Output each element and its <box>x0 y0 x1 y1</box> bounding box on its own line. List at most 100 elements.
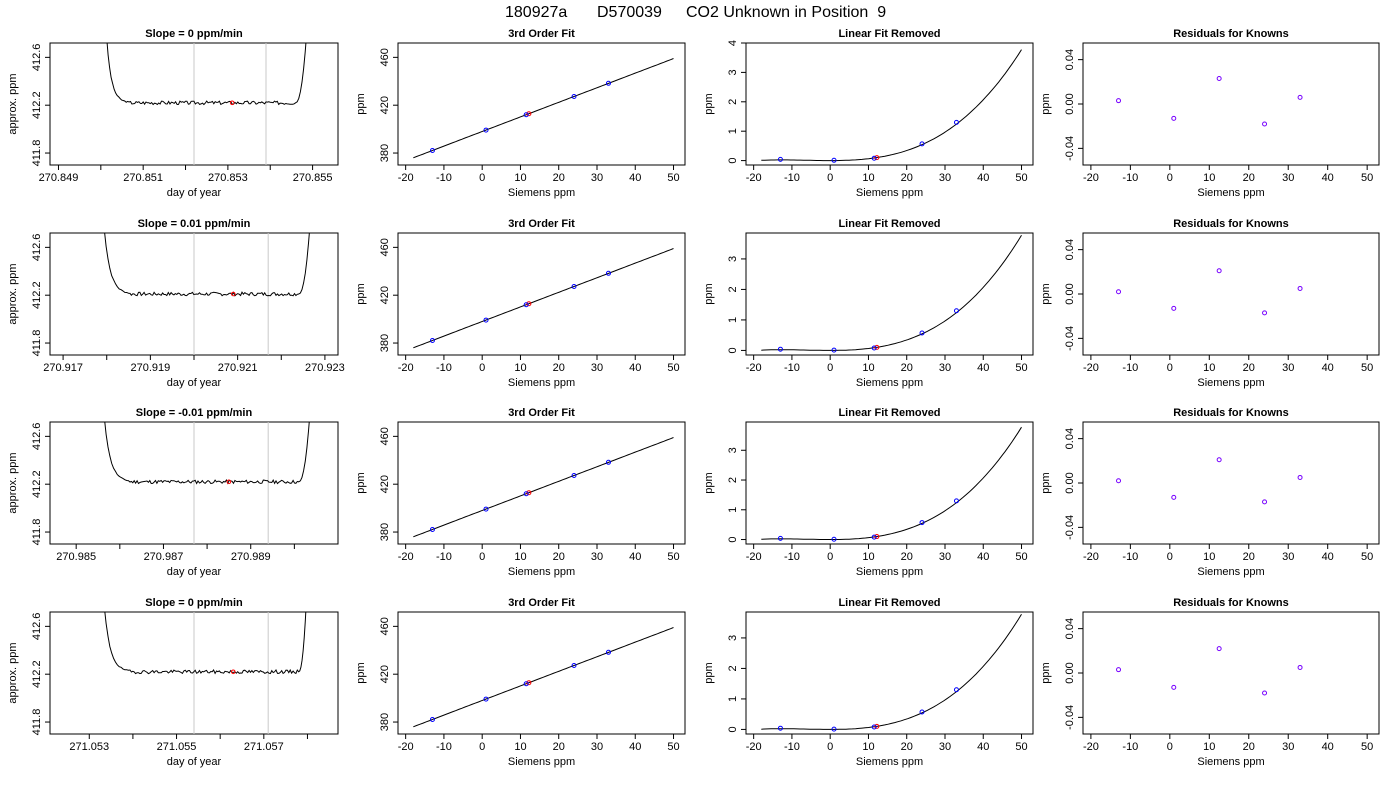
y-tick-label: 412.6 <box>31 423 43 451</box>
standard-point <box>605 270 611 276</box>
unknown-point <box>874 344 880 350</box>
x-tick-label: -20 <box>746 741 762 753</box>
y-axis-label: ppm <box>1040 93 1052 114</box>
x-tick-label: 20 <box>901 362 913 374</box>
panel-title: 3rd Order Fit <box>508 28 575 40</box>
unknown-point <box>526 490 532 496</box>
x-tick-label: -10 <box>784 741 800 753</box>
x-axis-label: Siemens ppm <box>856 187 923 199</box>
plot-area <box>761 614 1022 732</box>
x-tick-label: 30 <box>1282 741 1294 753</box>
y-tick-label: 0 <box>727 158 739 164</box>
x-axis-label: Siemens ppm <box>856 566 923 578</box>
x-tick-label: 40 <box>1322 362 1334 374</box>
standard-point <box>1216 268 1222 274</box>
x-tick-label: 271.053 <box>69 741 109 753</box>
unknown-point <box>874 155 880 161</box>
y-axis-label: ppm <box>1040 662 1052 683</box>
x-tick-label: -10 <box>784 362 800 374</box>
plot-area <box>104 233 310 355</box>
y-tick-label: 2 <box>727 477 739 483</box>
panel-2-4: Residuals for Knowns Siemens ppm ppm -20 -10… <box>1040 218 1380 389</box>
x-tick-label: 0 <box>827 741 833 753</box>
y-axis-label: ppm <box>355 93 367 114</box>
unknown-average-point <box>226 479 232 485</box>
x-tick-label: 30 <box>939 172 951 184</box>
y-tick-label: 412.6 <box>31 234 43 262</box>
y-tick-label: 0.00 <box>1064 472 1076 493</box>
y-axis-label: approx. ppm <box>7 642 19 703</box>
x-tick-label: 20 <box>1243 172 1255 184</box>
x-tick-label: -20 <box>398 741 414 753</box>
x-tick-label: 40 <box>629 741 641 753</box>
x-tick-label: -10 <box>1122 741 1138 753</box>
standard-point <box>523 302 529 308</box>
standard-point <box>871 724 877 730</box>
standard-point <box>1116 667 1122 673</box>
x-tick-label: -20 <box>1083 362 1099 374</box>
y-tick-label: 420 <box>379 665 391 683</box>
standard-point <box>919 141 925 147</box>
panel-1-2: 3rd Order Fit Siemens ppm ppm -20 -10 0 10 20 30… <box>355 28 686 199</box>
y-tick-label: 0 <box>727 536 739 542</box>
panel-2-2: 3rd Order Fit Siemens ppm ppm -20 -10 0 10 20 30… <box>355 218 686 389</box>
x-tick-label: 50 <box>1015 551 1027 563</box>
standard-point <box>919 330 925 336</box>
unknown-average-point <box>229 100 235 106</box>
x-axis-label: Siemens ppm <box>1197 756 1264 768</box>
standard-point <box>777 346 783 352</box>
plot-frame <box>745 611 1034 735</box>
standard-point <box>605 80 611 86</box>
unknown-point <box>874 723 880 729</box>
y-tick-label: 0.00 <box>1064 93 1076 114</box>
y-tick-label: 412.2 <box>31 660 43 688</box>
x-tick-label: 50 <box>1015 741 1027 753</box>
y-tick-label: 0.04 <box>1064 428 1076 449</box>
x-tick-label: 10 <box>514 741 526 753</box>
x-tick-label: 40 <box>977 551 989 563</box>
plot-area <box>413 437 674 538</box>
x-tick-label: 50 <box>1361 551 1373 563</box>
x-tick-label: 30 <box>939 741 951 753</box>
x-tick-label: 0 <box>827 551 833 563</box>
standard-point <box>1297 664 1303 670</box>
x-tick-label: 30 <box>591 362 603 374</box>
y-tick-label: -0.04 <box>1064 705 1076 730</box>
panel-title: Slope = 0 ppm/min <box>145 597 243 609</box>
y-tick-label: -0.04 <box>1064 136 1076 161</box>
x-tick-label: 0 <box>1167 172 1173 184</box>
panel-title: Linear Fit Removed <box>838 597 940 609</box>
x-tick-label: 270.853 <box>208 172 248 184</box>
x-tick-label: 270.919 <box>130 362 170 374</box>
fit-curve <box>413 58 674 159</box>
panel-3-4: Residuals for Knowns Siemens ppm ppm -20 -10… <box>1040 407 1380 578</box>
x-tick-label: 20 <box>1243 741 1255 753</box>
standard-point <box>571 283 577 289</box>
x-tick-label: 30 <box>1282 551 1294 563</box>
y-tick-label: 380 <box>379 713 391 731</box>
x-axis-label: Siemens ppm <box>508 756 575 768</box>
panel-title: Slope = 0 ppm/min <box>145 28 243 40</box>
figure-title-sample: D570039 <box>597 4 662 21</box>
x-tick-label: 40 <box>1322 172 1334 184</box>
plot-frame <box>745 42 1034 166</box>
plot-frame <box>397 42 686 166</box>
x-tick-label: 270.987 <box>144 551 184 563</box>
x-tick-label: 40 <box>629 172 641 184</box>
standard-point <box>953 308 959 314</box>
figure-title-description: CO2 Unknown in Position 9 <box>686 4 886 21</box>
y-tick-label: 411.8 <box>31 140 43 167</box>
standard-point <box>571 472 577 478</box>
plot-area <box>761 426 1022 542</box>
unknown-point <box>874 534 880 540</box>
standard-point <box>523 491 529 497</box>
y-tick-label: 1 <box>727 696 739 702</box>
panel-title: 3rd Order Fit <box>508 218 575 230</box>
standard-point <box>1216 75 1222 81</box>
y-tick-label: 420 <box>379 286 391 304</box>
panel-1-1: Slope = 0 ppm/min day of year approx. ppm 2… <box>7 28 339 199</box>
standard-point <box>1262 121 1268 127</box>
x-tick-label: 10 <box>514 172 526 184</box>
x-tick-label: 10 <box>862 551 874 563</box>
fit-curve <box>761 614 1022 730</box>
